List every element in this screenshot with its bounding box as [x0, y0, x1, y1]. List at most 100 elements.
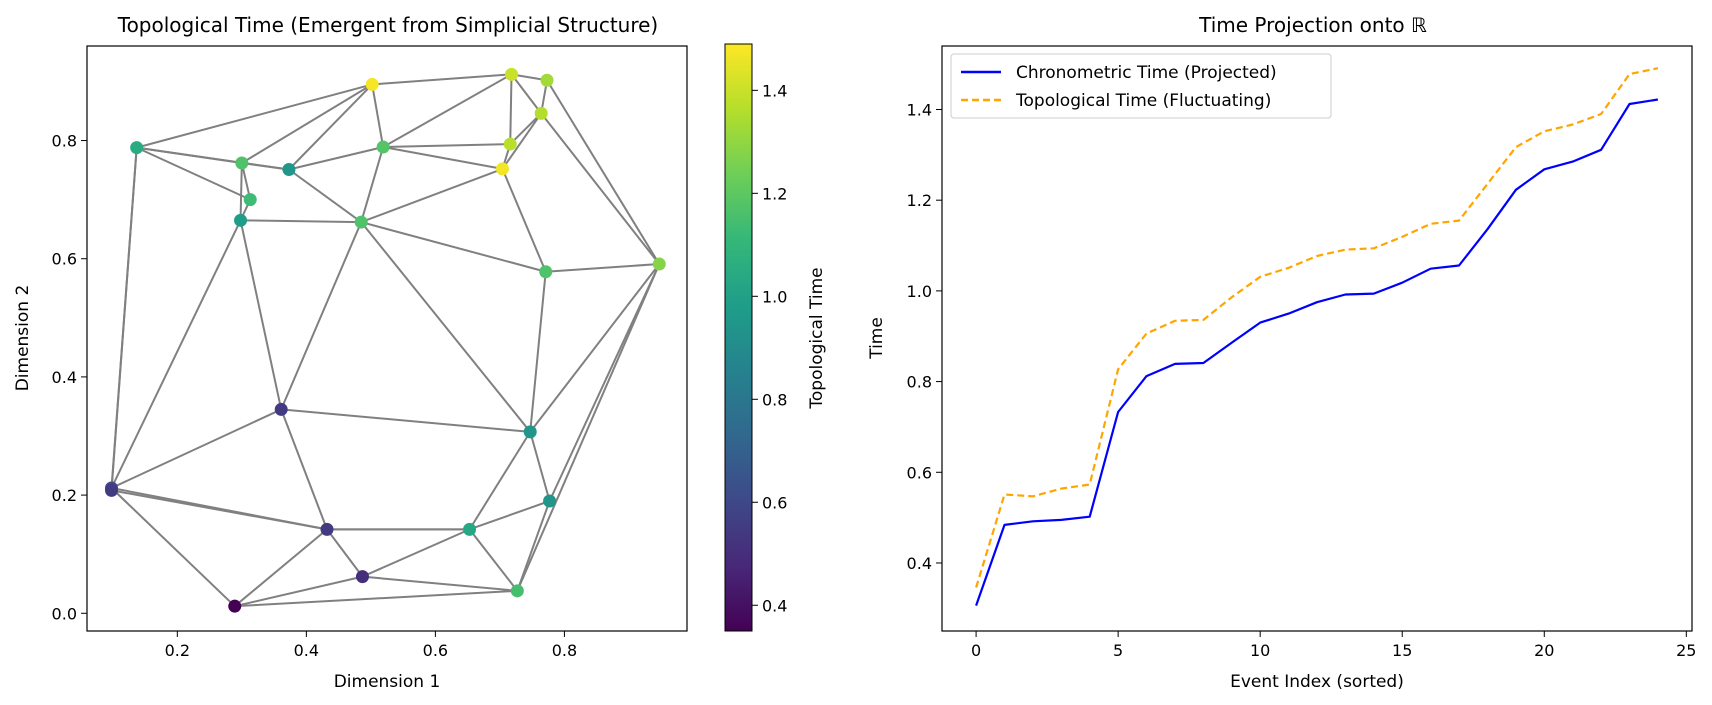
simplex-edge [469, 500, 550, 531]
simplex-edge [382, 146, 503, 170]
series-line-chronometric [975, 98, 1659, 606]
simplex-edge [136, 146, 251, 201]
projection-plot-frame [941, 45, 1693, 632]
simplex-edge [516, 263, 661, 592]
event-point [534, 106, 548, 120]
colorbar-gradient [724, 43, 753, 632]
simplex-edge [136, 83, 373, 149]
colorbar-tick-label: 0.6 [762, 493, 787, 512]
simplex-edge [110, 147, 138, 491]
simplex-edge [110, 219, 242, 489]
event-point [503, 137, 517, 151]
simplex-edge [510, 73, 542, 114]
event-point [365, 77, 379, 91]
colorbar-tick-label: 1.4 [762, 81, 787, 100]
simplex-edge [360, 221, 546, 273]
simplex-edge [241, 83, 373, 164]
simplex-edge [326, 528, 364, 578]
simplex-edge [362, 575, 518, 592]
event-point [505, 67, 519, 81]
simplex-edge [111, 489, 328, 531]
event-point [540, 73, 554, 87]
simplex-edge [546, 79, 661, 265]
colorbar-tick-label: 1.0 [762, 287, 787, 306]
simplex-edge [288, 146, 384, 171]
legend-label-chronometric: Chronometric Time (Projected) [1016, 63, 1277, 83]
simplex-edge [360, 167, 503, 224]
simplex-edge [382, 73, 513, 148]
simplex-edge [239, 220, 283, 410]
simplex-edge [540, 112, 661, 265]
colorbar-ticks: 0.4 0.6 0.8 1.0 1.2 1.4 [752, 81, 787, 615]
colorbar-tick-label: 0.8 [762, 390, 787, 409]
x-tick-label: 20 [1534, 641, 1554, 660]
y-tick-label: 0.2 [52, 486, 77, 505]
projection-x-axis: 0 5 10 15 20 25 [971, 631, 1696, 660]
x-tick-label: 5 [1113, 641, 1123, 660]
simplex-edge [501, 112, 543, 170]
simplex-edge [529, 271, 547, 432]
simplex-edge [280, 221, 363, 410]
simplex-edge [280, 409, 328, 530]
simplex-edge [240, 219, 362, 224]
event-point [652, 257, 666, 271]
event-point [376, 140, 390, 154]
event-point [228, 599, 242, 613]
projection-title: Time Projection onto ℝ [1198, 13, 1427, 37]
x-tick-label: 25 [1676, 641, 1696, 660]
event-point [243, 193, 257, 207]
event-point [355, 570, 369, 584]
x-tick-label: 0.8 [552, 641, 577, 660]
event-points [105, 67, 666, 613]
colorbar-tick-label: 0.4 [762, 596, 787, 615]
simplex-edge [360, 146, 385, 223]
event-point [320, 522, 334, 536]
simplex-edge [509, 74, 513, 145]
colorbar-tick-label: 1.2 [762, 184, 787, 203]
simplex-edge [529, 263, 661, 433]
event-point [495, 162, 509, 176]
event-point [354, 215, 368, 229]
simplex-edge [529, 431, 551, 502]
y-tick-label: 0.0 [52, 604, 77, 623]
simplex-edge [501, 168, 547, 273]
simplicial-edges [110, 73, 661, 608]
event-point [510, 584, 524, 598]
projection-panel: Time Projection onto ℝ 0 5 10 15 20 25 0.4 0.6… [867, 13, 1696, 692]
event-point [463, 522, 477, 536]
topology-title: Topological Time (Emergent from Simplici… [117, 13, 658, 37]
event-point [234, 213, 248, 227]
simplex-edge [239, 162, 243, 221]
y-tick-label: 0.6 [907, 463, 932, 482]
topology-plot-frame [86, 45, 688, 632]
y-tick-label: 1.2 [907, 191, 932, 210]
topology-x-axis: 0.2 0.4 0.6 0.8 [165, 631, 577, 660]
y-tick-label: 0.4 [907, 554, 932, 573]
x-tick-label: 10 [1250, 641, 1270, 660]
topology-x-label: Dimension 1 [334, 672, 441, 692]
x-tick-label: 0.4 [294, 641, 319, 660]
colorbar-label: Topological Time [807, 267, 827, 409]
topology-y-axis: 0.0 0.2 0.4 0.6 0.8 [52, 132, 87, 623]
legend-label-topological: Topological Time (Fluctuating) [1015, 91, 1271, 111]
event-point [235, 156, 249, 170]
projection-y-label: Time [867, 317, 887, 360]
simplex-edge [362, 528, 470, 578]
simplex-edge [371, 84, 385, 148]
simplex-edge [516, 500, 551, 592]
event-point [543, 494, 557, 508]
y-tick-label: 1.4 [907, 100, 932, 119]
y-tick-label: 0.8 [52, 132, 77, 151]
legend-box [950, 53, 1332, 119]
x-tick-label: 0.2 [165, 641, 190, 660]
y-tick-label: 1.0 [907, 282, 932, 301]
y-tick-label: 0.8 [907, 373, 932, 392]
simplex-edge [468, 528, 519, 592]
simplex-edge [111, 408, 282, 489]
projection-x-label: Event Index (sorted) [1230, 672, 1404, 692]
event-point [105, 483, 119, 497]
simplex-edge [372, 73, 512, 86]
simplex-edge [360, 221, 532, 433]
simplex-edge [234, 589, 518, 608]
